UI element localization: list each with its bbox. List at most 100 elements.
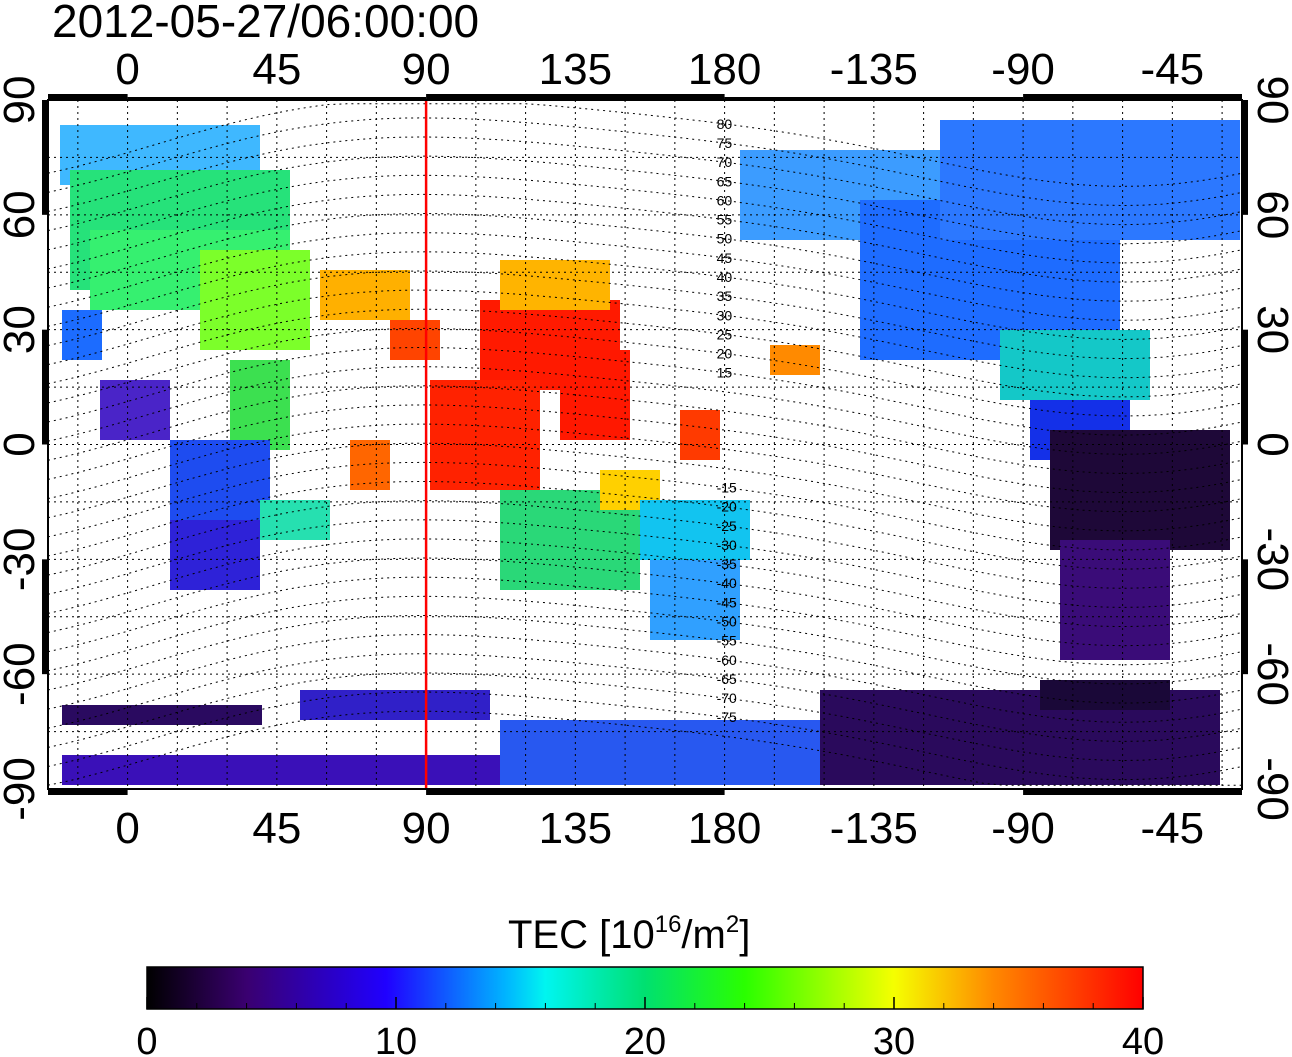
magnetic-latitude-contours <box>48 103 1242 786</box>
x-tick-labels-top: 0 45 90 135 180 -135 -90 -45 <box>115 45 1204 94</box>
mag-lat-contour <box>48 289 1242 379</box>
x-tick-label: -135 <box>830 804 918 853</box>
mag-lat-label: 45 <box>717 250 733 266</box>
mag-lat-contour <box>48 423 1242 513</box>
mag-lat-label: -65 <box>717 671 737 687</box>
mag-lat-contour <box>48 346 1242 436</box>
mag-lat-contour <box>48 270 1242 360</box>
right-frame-bar <box>1242 100 1248 215</box>
mag-lat-label: -70 <box>717 690 737 706</box>
colorbar-title-sup: 16 <box>655 911 682 938</box>
x-tick-label: 135 <box>539 804 612 853</box>
x-tick-label: 0 <box>115 45 139 94</box>
timestamp-title: 2012-05-27/06:00:00 <box>52 0 480 47</box>
mag-lat-contour <box>48 672 1242 762</box>
mag-lat-label: -15 <box>717 480 737 496</box>
x-tick-label: 180 <box>688 804 761 853</box>
colorbar-title-unit: /m <box>681 913 725 957</box>
y-tick-label: 90 <box>0 76 44 125</box>
left-frame-bar <box>42 100 48 215</box>
x-tick-label: 90 <box>402 45 451 94</box>
mag-lat-contour <box>48 691 1242 781</box>
mag-lat-label: 80 <box>717 116 733 132</box>
x-tick-label: 0 <box>115 804 139 853</box>
mag-lat-label: 30 <box>717 307 733 323</box>
top-frame-bar <box>48 94 128 100</box>
y-tick-label: -90 <box>1248 757 1292 821</box>
mag-lat-contour <box>48 404 1242 494</box>
colorbar-title-unit-sup: 2 <box>726 911 739 938</box>
mag-lat-contour <box>48 155 1242 245</box>
mag-lat-contour <box>48 117 1242 207</box>
mag-lat-contour <box>48 193 1242 283</box>
colorbar-tick-label: 0 <box>136 1021 157 1057</box>
mag-lat-contour <box>48 461 1242 551</box>
y-tick-label: -30 <box>0 528 44 592</box>
x-tick-label: -90 <box>991 804 1055 853</box>
mag-lat-label: 60 <box>717 192 733 208</box>
map-plot-area: 80 75 70 65 60 55 50 45 40 35 30 25 20 15 -15 -20 -25 -30… <box>48 100 1242 789</box>
mag-lat-label: 20 <box>717 346 733 362</box>
mag-lat-label: 15 <box>717 365 733 381</box>
left-frame-bar <box>42 329 48 445</box>
bottom-frame-bar <box>1023 789 1242 795</box>
mag-lat-label: 75 <box>717 135 733 151</box>
mag-lat-contour <box>48 251 1242 341</box>
colorbar-tick-label: 10 <box>375 1021 417 1057</box>
top-frame-bar <box>1023 94 1242 100</box>
mag-lat-label: -30 <box>717 537 737 553</box>
mag-lat-contour <box>48 538 1242 628</box>
colorbar-title-end: ] <box>739 913 750 957</box>
y-tick-label: -60 <box>1248 642 1292 706</box>
graticule-grid <box>48 100 1242 789</box>
mag-lat-label: -60 <box>717 652 737 668</box>
mag-lat-contour <box>48 614 1242 704</box>
mag-lat-contour <box>48 385 1242 475</box>
mag-lat-contour <box>48 500 1242 589</box>
mag-lat-contour <box>48 308 1242 398</box>
y-tick-label: -60 <box>0 642 44 706</box>
colorbar-title-text: TEC [10 <box>508 913 655 957</box>
top-frame-bar-thin <box>127 97 427 100</box>
x-tick-label: 45 <box>252 45 301 94</box>
x-tick-label: 180 <box>688 45 761 94</box>
mag-lat-label: 65 <box>717 173 733 189</box>
mag-lat-contour <box>48 653 1242 742</box>
mag-lat-label: 70 <box>717 154 733 170</box>
y-tick-label: 60 <box>1248 190 1292 239</box>
x-tick-label: -45 <box>1141 804 1205 853</box>
mag-lat-label: -25 <box>717 518 737 534</box>
x-tick-labels-bottom: 0 45 90 135 180 -135 -90 -45 <box>115 804 1204 853</box>
mag-lat-contour <box>48 634 1242 723</box>
y-tick-label: 30 <box>0 305 44 354</box>
mag-lat-label: -50 <box>717 613 737 629</box>
y-tick-label: -90 <box>0 757 44 821</box>
mag-lat-label: 35 <box>717 288 733 304</box>
x-tick-label: -45 <box>1141 45 1205 94</box>
tec-data-layer <box>60 120 1240 785</box>
x-tick-label: -90 <box>991 45 1055 94</box>
x-tick-label: 135 <box>539 45 612 94</box>
y-tick-label: 90 <box>1248 76 1292 125</box>
top-frame-bar <box>426 94 725 100</box>
mag-lat-label: 25 <box>717 326 733 342</box>
colorbar-tick-label: 30 <box>873 1021 915 1057</box>
y-tick-label: 0 <box>1248 432 1292 456</box>
mag-lat-label: -35 <box>717 556 737 572</box>
x-tick-label: 45 <box>252 804 301 853</box>
x-tick-label: -135 <box>830 45 918 94</box>
mag-lat-contour <box>48 103 1242 187</box>
y-tick-labels-right: 90 60 30 0 -30 -60 -90 <box>1248 76 1292 821</box>
mag-lat-label: 40 <box>717 269 733 285</box>
colorbar-tick-label: 20 <box>624 1021 666 1057</box>
mag-lat-contour <box>48 366 1242 455</box>
mag-lat-label: 55 <box>717 212 733 228</box>
mag-lat-contour <box>48 595 1242 685</box>
mag-lat-contour <box>48 327 1242 417</box>
mag-lat-label: -20 <box>717 499 737 515</box>
mag-lat-contour <box>48 710 1242 786</box>
y-tick-label: 30 <box>1248 305 1292 354</box>
mag-lat-contour <box>48 212 1242 302</box>
mag-lat-contour <box>48 557 1242 647</box>
